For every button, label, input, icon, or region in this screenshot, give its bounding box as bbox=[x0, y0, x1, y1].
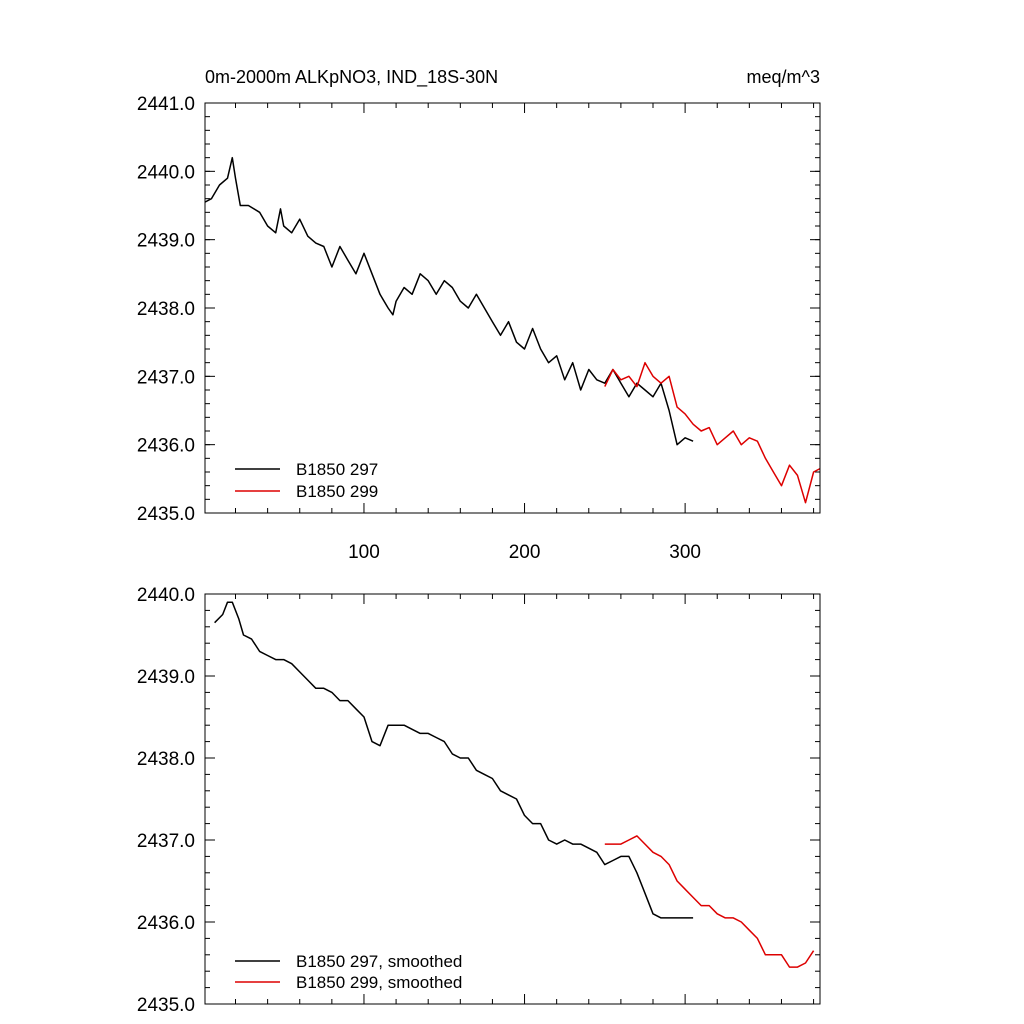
bottom-panel: 2435.0 2436.0 2437.0 2438.0 2439.0 2440.0 B18… bbox=[137, 585, 821, 1016]
bottom-panel-legend: B1850 297, smoothed B1850 299, smoothed bbox=[235, 952, 462, 992]
bottom-legend-label-b1850-299-smoothed: B1850 299, smoothed bbox=[296, 973, 462, 992]
top-panel-units: meq/m^3 bbox=[747, 67, 820, 87]
top-panel-ticks: 2435.0 2436.0 2437.0 2438.0 2439.0 2440.0 2441… bbox=[137, 94, 820, 563]
bottom-y-tick-label: 2439.0 bbox=[137, 667, 195, 688]
bottom-y-tick-label: 2438.0 bbox=[137, 749, 195, 770]
bottom-panel-frame bbox=[204, 593, 821, 1005]
top-legend-label-b1850-299: B1850 299 bbox=[296, 482, 378, 501]
top-series-line-0 bbox=[204, 156, 694, 446]
top-panel-frame bbox=[204, 102, 821, 514]
bottom-y-tick-label: 2436.0 bbox=[137, 913, 195, 934]
top-y-tick-label: 2438.0 bbox=[137, 299, 195, 320]
top-legend-label-b1850-297: B1850 297 bbox=[296, 460, 378, 479]
top-y-tick-label: 2439.0 bbox=[137, 231, 195, 252]
top-y-tick-label: 2435.0 bbox=[137, 504, 195, 525]
bottom-legend-label-b1850-297-smoothed: B1850 297, smoothed bbox=[296, 952, 462, 971]
bottom-y-tick-label: 2437.0 bbox=[137, 831, 195, 852]
top-x-tick-label: 300 bbox=[669, 542, 701, 563]
top-y-tick-label: 2437.0 bbox=[137, 367, 195, 388]
top-y-tick-label: 2440.0 bbox=[137, 162, 195, 183]
bottom-y-tick-label: 2440.0 bbox=[137, 585, 195, 606]
top-y-tick-label: 2441.0 bbox=[137, 94, 195, 115]
top-x-tick-label: 200 bbox=[509, 542, 541, 563]
top-panel-series bbox=[204, 156, 821, 504]
bottom-series-line-0 bbox=[214, 601, 694, 919]
top-panel-legend: B1850 297 B1850 299 bbox=[235, 460, 378, 501]
top-x-tick-label: 100 bbox=[348, 542, 380, 563]
top-panel: 0m-2000m ALKpNO3, IND_18S-30N meq/m^3 24… bbox=[137, 67, 821, 563]
bottom-panel-ticks: 2435.0 2436.0 2437.0 2438.0 2439.0 2440.0 bbox=[137, 585, 820, 1016]
top-series-line-1 bbox=[604, 361, 821, 504]
bottom-series-line-1 bbox=[604, 835, 815, 968]
bottom-panel-series bbox=[214, 601, 815, 968]
top-panel-title: 0m-2000m ALKpNO3, IND_18S-30N bbox=[205, 67, 498, 88]
bottom-y-tick-label: 2435.0 bbox=[137, 995, 195, 1016]
top-y-tick-label: 2436.0 bbox=[137, 436, 195, 457]
